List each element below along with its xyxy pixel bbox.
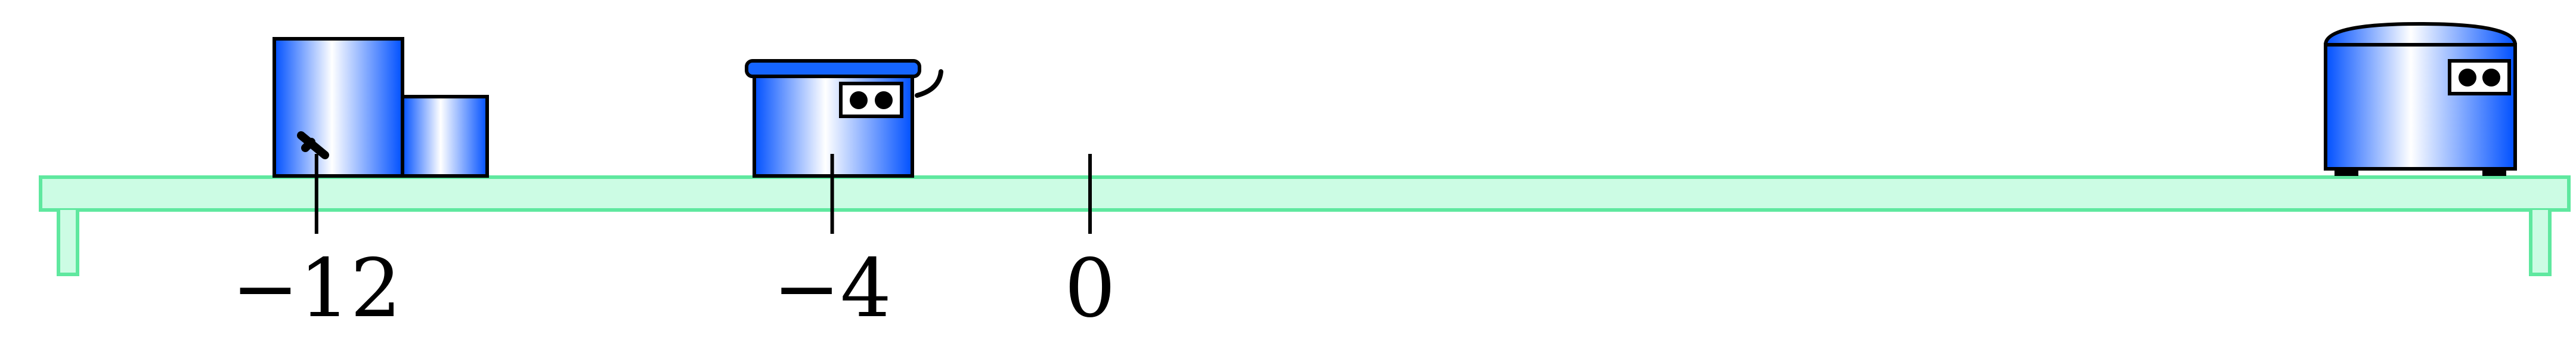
shelf-board <box>39 175 2571 212</box>
blender-icon <box>273 37 489 178</box>
number-line-ticks: −12−4024 <box>231 154 1116 335</box>
shelf-left-leg <box>57 210 79 276</box>
tick-label: 0 <box>1064 242 1116 335</box>
tick-label: −12 <box>231 242 401 335</box>
rice-cooker-icon <box>2323 21 2518 176</box>
tick-label: −4 <box>773 242 891 335</box>
shelf-right-leg <box>2529 210 2552 276</box>
shelf <box>39 175 2571 276</box>
cooking-pot-icon <box>745 59 943 178</box>
